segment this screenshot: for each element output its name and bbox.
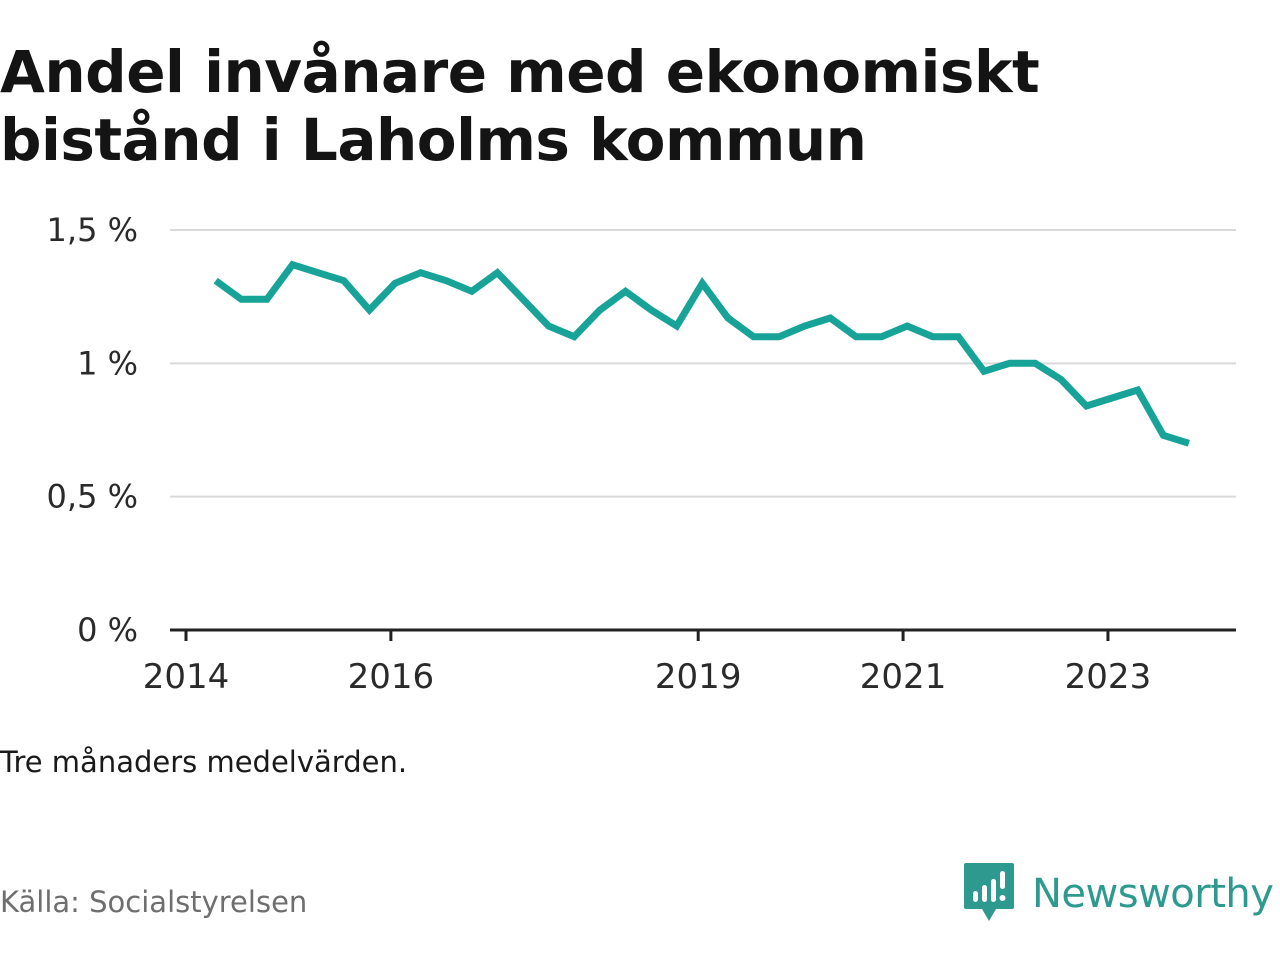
bar-chart-speech-bubble-icon [964,863,1014,921]
line-chart: 0 % 0,5 % 1 % 1,5 % 2014 2016 2019 2021 2023 [47,211,1236,697]
series-layer [213,260,1190,447]
gridlines [170,229,1236,498]
y-axis-ticks: 0 % 0,5 % 1 % 1,5 % [47,211,138,649]
source-label: Källa: Socialstyrelsen [0,885,308,919]
chart-note: Tre månaders medelvärden. [0,745,408,779]
x-axis: 2014 2016 2019 2021 2023 [143,628,1236,697]
brand-logo: Newsworthy [964,862,1274,926]
chart-title: Andel invånare med ekonomiskt bistånd i … [0,38,1040,174]
x-tick-label: 2021 [860,657,947,697]
x-tick-label: 2016 [348,657,435,697]
x-tick-label: 2014 [143,657,230,697]
series-line [213,260,1190,447]
x-tick-label: 2019 [655,657,742,697]
x-tick-label: 2023 [1065,657,1152,697]
y-tick-label: 1,5 % [47,211,138,249]
y-tick-label: 1 % [77,344,138,382]
brand-name: Newsworthy [1032,871,1274,917]
y-tick-label: 0 % [77,611,138,649]
y-tick-label: 0,5 % [47,478,138,516]
